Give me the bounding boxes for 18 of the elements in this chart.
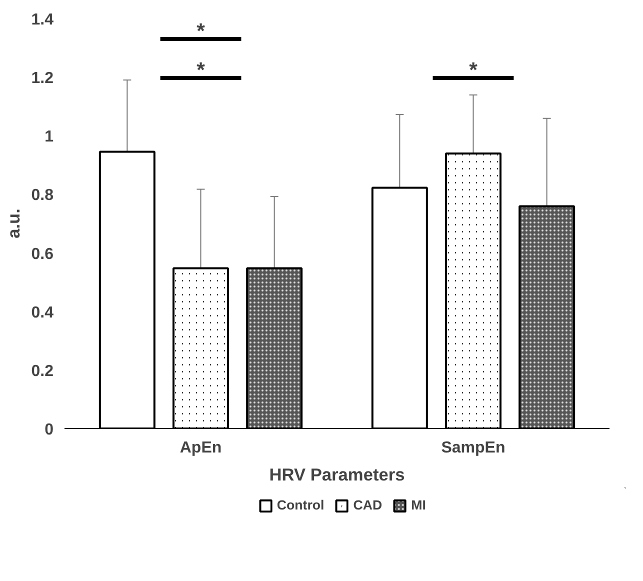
y-tick-label: 1 [44,128,54,146]
x-tick-label: SampEn [441,440,506,456]
x-tick-label: ApEn [180,440,222,456]
y-tick-label: 0.4 [31,304,54,322]
legend-label: Control [276,498,324,512]
y-axis-title: a.u. [3,208,24,238]
y-tick-label: 1.2 [31,70,54,88]
y-tick-label: 0.2 [31,362,54,380]
x-axis-title: HRV Parameters [269,464,405,484]
y-tick-label: 0 [44,422,54,438]
y-tick-label: 0.6 [31,246,54,263]
y-tick-label: 0.8 [31,187,54,204]
annotation: * [469,58,478,82]
annotation: * [196,58,206,82]
legend-label: MI [411,498,427,512]
annotation: * [196,19,206,43]
legend-label: CAD [353,498,382,512]
y-tick-label: 1.4 [31,12,54,28]
